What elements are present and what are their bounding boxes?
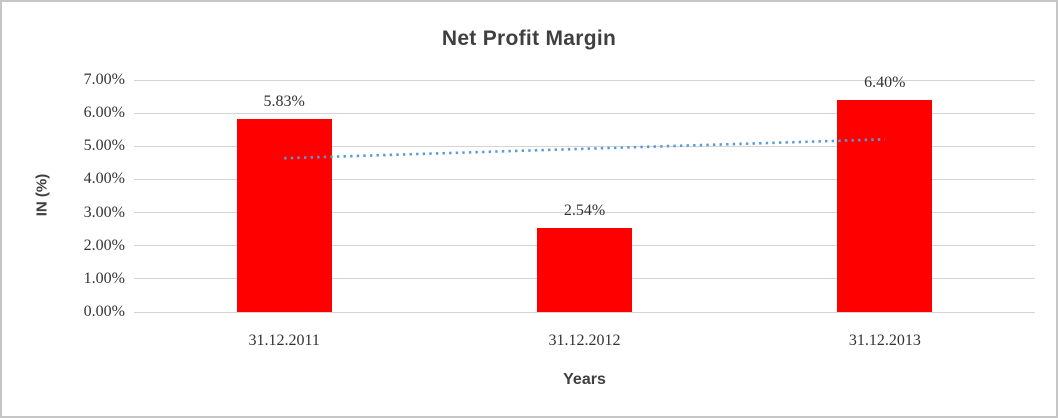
x-tick-label: 31.12.2012	[548, 332, 621, 349]
bar-31.12.2011	[236, 118, 332, 312]
y-tick-label: 5.00%	[83, 137, 125, 155]
trendline-layer	[284, 138, 885, 160]
gridline	[134, 145, 1035, 147]
x-tick-label: 31.12.2011	[248, 332, 320, 349]
y-tick-label: 3.00%	[83, 203, 125, 221]
y-tick-label: 7.00%	[83, 71, 125, 88]
y-tick-label: 4.00%	[83, 170, 125, 188]
bar-value-label: 6.40%	[864, 73, 906, 91]
gridline	[134, 79, 1035, 81]
y-tick-label: 1.00%	[83, 269, 125, 287]
trendline	[284, 138, 885, 160]
gridline	[134, 112, 1035, 114]
chart-title: Net Profit Margin	[441, 27, 617, 50]
gridline	[134, 178, 1035, 180]
x-tick-label: 31.12.2013	[848, 332, 921, 349]
gridline	[134, 212, 1035, 214]
bar-31.12.2013	[837, 99, 933, 312]
y-tick-label: 6.00%	[83, 104, 125, 122]
y-tick-label: 2.00%	[83, 236, 125, 254]
gridline	[134, 311, 1035, 313]
bar-31.12.2012	[537, 227, 632, 312]
x-axis-title: Years	[563, 371, 606, 388]
bar-value-label: 5.83%	[263, 92, 305, 110]
y-tick-label: 0.00%	[83, 303, 125, 320]
bar-value-label: 2.54%	[563, 201, 606, 219]
plot-area	[134, 79, 1035, 313]
